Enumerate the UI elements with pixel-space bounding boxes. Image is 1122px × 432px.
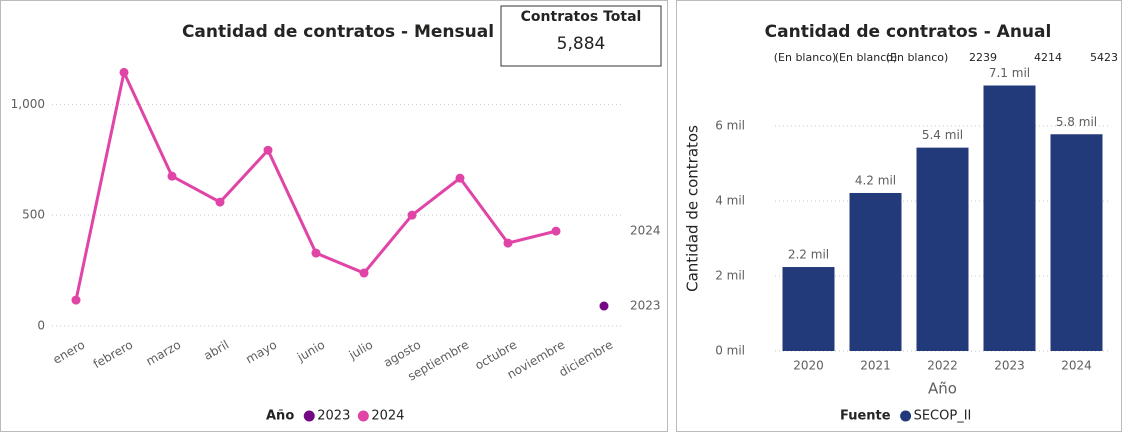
y-tick-label: 4 mil <box>715 194 745 208</box>
data-point <box>215 197 225 207</box>
data-point <box>455 173 465 183</box>
legend-label: 2024 <box>371 409 404 424</box>
data-point <box>263 145 273 155</box>
y-tick-label: 2 mil <box>715 269 745 283</box>
annotation: (En blanco) <box>774 51 837 64</box>
legend-title: Año <box>266 409 294 424</box>
annotation: 2239 <box>969 51 997 64</box>
data-point <box>359 268 369 278</box>
legend-title: Fuente <box>840 409 891 424</box>
card-value: 5,884 <box>557 34 606 54</box>
annotation: 5423 <box>1090 51 1118 64</box>
card-title: Contratos Total <box>521 9 642 25</box>
x-tick-label: 2022 <box>927 359 958 373</box>
series-end-label: 2023 <box>630 299 661 313</box>
data-point <box>407 210 417 220</box>
data-point <box>599 301 609 311</box>
data-label: 7.1 mil <box>989 66 1030 80</box>
x-axis-title: Año <box>928 380 957 398</box>
y-tick-label: 1,000 <box>11 97 45 111</box>
x-tick-label: 2020 <box>793 359 824 373</box>
bar <box>916 147 969 351</box>
legend-swatch <box>900 410 912 422</box>
y-tick-label: 500 <box>22 208 45 222</box>
annotation: 4214 <box>1034 51 1062 64</box>
series-end-label: 2024 <box>630 224 661 238</box>
bar <box>983 85 1036 351</box>
y-tick-label: 6 mil <box>715 119 745 133</box>
bar <box>849 192 902 351</box>
legend-label: SECOP_II <box>914 409 972 424</box>
y-axis-title: Cantidad de contratos <box>684 125 702 292</box>
chart-title: Cantidad de contratos - Anual <box>765 22 1052 42</box>
data-point <box>503 238 513 248</box>
data-point <box>311 248 321 258</box>
panel-left <box>0 0 668 432</box>
legend-label: 2023 <box>317 409 350 424</box>
chart-title: Cantidad de contratos - Mensual <box>182 22 494 42</box>
data-label: 5.8 mil <box>1056 115 1097 129</box>
kpi-card: Contratos Total 5,884 <box>500 5 662 67</box>
bar <box>1050 134 1103 351</box>
bar <box>782 267 835 351</box>
legend: Año 2023 2024 <box>266 409 404 424</box>
data-label: 4.2 mil <box>855 173 896 187</box>
card-box <box>500 5 662 67</box>
data-label: 2.2 mil <box>788 248 829 262</box>
legend-swatch <box>357 410 369 422</box>
x-tick-label: 2021 <box>860 359 891 373</box>
data-point <box>71 295 81 305</box>
x-tick-label: 2024 <box>1061 359 1092 373</box>
y-tick-label: 0 <box>37 319 45 333</box>
data-label: 5.4 mil <box>922 128 963 142</box>
annotation: (En blanco) <box>835 51 898 64</box>
data-point <box>119 67 129 77</box>
x-tick-label: 2023 <box>994 359 1025 373</box>
legend-swatch <box>303 410 315 422</box>
data-point <box>167 171 177 181</box>
data-point <box>551 226 561 236</box>
legend: Fuente SECOP_II <box>840 409 971 424</box>
y-tick-label: 0 mil <box>715 344 745 358</box>
annotation: (En blanco) <box>886 51 949 64</box>
